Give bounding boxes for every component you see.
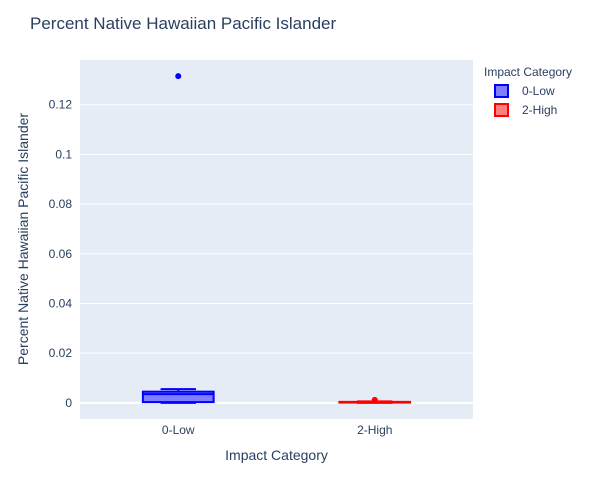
legend-label: 2-High [522,103,557,117]
y-tick-label: 0.12 [49,98,73,112]
y-tick-label: 0.06 [49,247,73,261]
legend[interactable]: Impact Category 0-Low 2-High [484,65,572,117]
legend-swatch [494,84,509,98]
legend-title: Impact Category [484,65,572,79]
legend-label: 0-Low [522,84,555,98]
y-tick-label: 0 [65,396,72,410]
outlier-point [175,73,182,80]
y-axis-title: Percent Native Hawaiian Pacific Islander [15,113,31,365]
x-tick-label: 0-Low [162,423,195,437]
box-iqr [141,390,215,404]
box-2-High[interactable] [338,396,412,404]
y-tick-label: 0.02 [49,346,73,360]
x-tick-label: 2-High [357,423,392,437]
legend-item-2-High[interactable]: 2-High [494,103,557,117]
box-0-Low[interactable] [141,73,215,404]
legend-items: 0-Low 2-High [494,84,557,117]
plot-area [80,60,473,419]
legend-item-0-Low[interactable]: 0-Low [494,84,555,98]
y-tick-label: 0.04 [49,296,73,310]
legend-swatch [494,103,509,117]
x-axis-ticks: 0-Low 2-High [162,423,393,437]
y-tick-label: 0.08 [49,197,73,211]
chart-title: Percent Native Hawaiian Pacific Islander [30,14,336,33]
box-plots [141,73,412,404]
y-tick-label: 0.1 [55,147,72,161]
outlier-point [371,396,378,403]
y-axis-ticks: 0 0.02 0.04 0.06 0.08 0.1 0.12 [49,98,73,410]
x-axis-title: Impact Category [225,447,328,463]
